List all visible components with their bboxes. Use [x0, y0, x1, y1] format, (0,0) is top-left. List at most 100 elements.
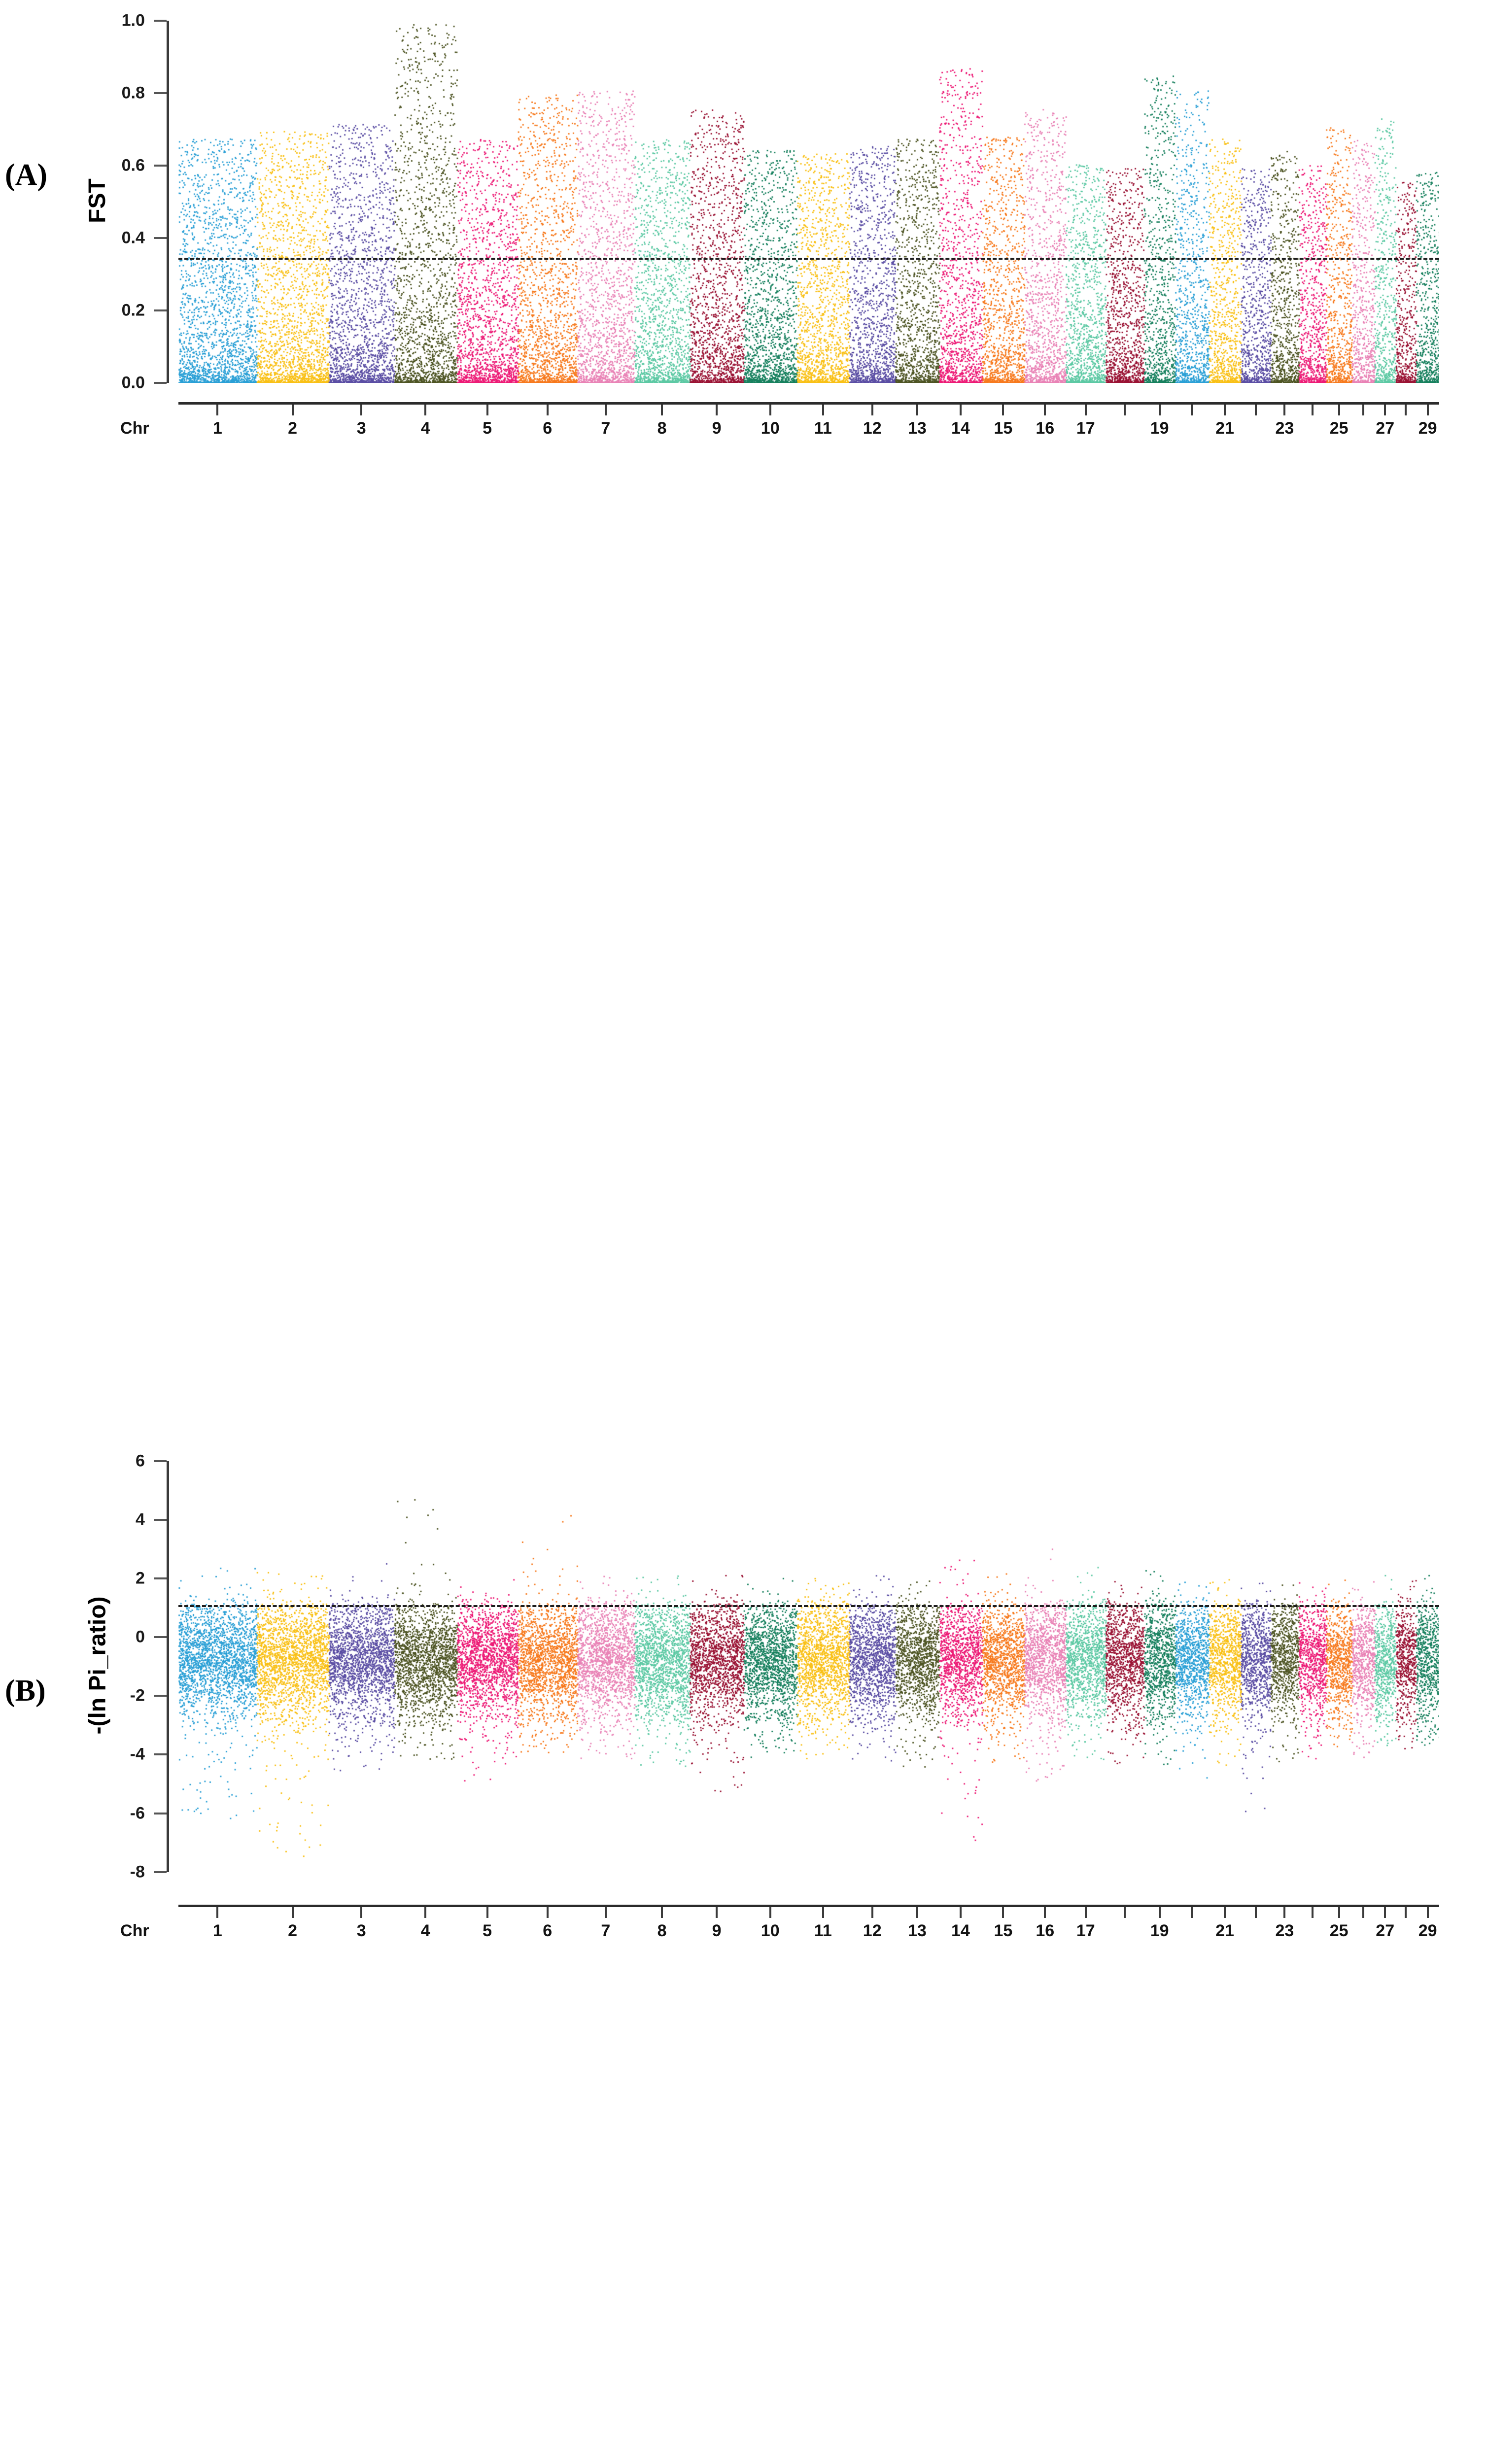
- x-axis-tick-label: 6: [543, 1921, 553, 1940]
- x-axis-tick: [1191, 1907, 1193, 1918]
- y-axis-tick-label: 0.2: [121, 301, 145, 320]
- x-axis-tick-label: 10: [761, 1921, 780, 1940]
- x-axis-tick: [769, 1907, 771, 1918]
- y-axis-tick: [153, 165, 167, 167]
- x-axis-tick: [216, 1907, 219, 1918]
- x-axis-tick-label: 16: [1036, 419, 1055, 438]
- x-axis-tick: [1311, 1907, 1314, 1918]
- x-axis-tick: [822, 1907, 824, 1918]
- y-axis-tick-label: -6: [130, 1804, 145, 1823]
- x-axis-tick-label: 6: [543, 419, 553, 438]
- x-axis-tick: [360, 1907, 363, 1918]
- x-axis-tick: [1124, 1907, 1126, 1918]
- plot-area: [178, 1461, 1440, 1872]
- y-axis: [153, 1460, 169, 1873]
- x-axis-tick: [486, 405, 488, 416]
- x-axis-tick-label: 10: [761, 419, 780, 438]
- x-axis-tick: [486, 1907, 488, 1918]
- y-axis-tick: [153, 237, 167, 240]
- x-axis: Chr 1 2 3 4 5 6 7 8 9 10 11 12 13 14 15 16 17 19 21 23 25 27 29: [120, 402, 1440, 442]
- x-axis-tick: [424, 1907, 427, 1918]
- x-axis-tick: [604, 405, 607, 416]
- x-axis-tick-label: 17: [1076, 419, 1095, 438]
- x-axis-tick-label: 21: [1215, 1921, 1234, 1940]
- y-axis-tick: [153, 382, 167, 384]
- x-axis-tick-label: 14: [951, 419, 970, 438]
- x-axis-spine: [178, 402, 1440, 405]
- x-axis-tick-label: 23: [1275, 1921, 1294, 1940]
- scatter-canvas: [178, 21, 1440, 383]
- y-axis-tick: [153, 1577, 167, 1579]
- x-axis-tick-label: 11: [814, 1921, 832, 1940]
- x-axis-tick: [1426, 405, 1429, 416]
- x-axis-tick-label: 1: [212, 1921, 222, 1940]
- x-axis-tick-label: 21: [1215, 419, 1234, 438]
- x-axis-tick: [291, 405, 294, 416]
- x-axis-tick: [769, 405, 771, 416]
- x-axis-tick: [916, 1907, 918, 1918]
- y-axis-tick-label: 2: [135, 1569, 145, 1588]
- y-axis-tick: [153, 1518, 167, 1521]
- x-axis-tick-label: 15: [994, 419, 1013, 438]
- x-axis-tick-label: 25: [1329, 1921, 1349, 1940]
- y-axis-spine: [166, 1461, 169, 1872]
- x-axis-tick: [1384, 1907, 1386, 1918]
- x-axis-tick: [1384, 405, 1386, 416]
- x-axis-tick: [1044, 405, 1046, 416]
- panel-letter: (A): [5, 158, 48, 192]
- x-axis-tick: [716, 405, 718, 416]
- x-axis-tick: [871, 405, 873, 416]
- threshold-line: [178, 258, 1440, 260]
- y-axis-tick: [153, 92, 167, 95]
- x-axis-tick-label: 14: [951, 1921, 970, 1940]
- x-axis-tick: [1158, 405, 1161, 416]
- x-axis-tick-label: 7: [601, 419, 611, 438]
- y-axis-tick-label: 0.8: [121, 83, 145, 103]
- y-axis-tick-label: 0.4: [121, 228, 145, 247]
- x-axis-tick-label: 5: [483, 419, 492, 438]
- x-axis-tick: [1084, 405, 1087, 416]
- x-axis-tick-label: 7: [601, 1921, 611, 1940]
- x-axis-tick: [1426, 1907, 1429, 1918]
- x-axis-chr-label: Chr: [120, 1921, 149, 1940]
- x-axis-tick: [604, 1907, 607, 1918]
- x-axis-tick: [1405, 1907, 1407, 1918]
- x-axis-tick-label: 12: [863, 1921, 882, 1940]
- x-axis-tick: [1362, 405, 1364, 416]
- x-axis-tick-label: 9: [712, 1921, 722, 1940]
- x-axis-tick-label: 19: [1150, 1921, 1169, 1940]
- x-axis-tick: [661, 1907, 663, 1918]
- x-axis-tick-label: 8: [657, 419, 667, 438]
- x-axis-tick: [1002, 405, 1004, 416]
- x-axis-tick-label: 4: [420, 1921, 430, 1940]
- x-axis-tick-label: 25: [1329, 419, 1349, 438]
- y-axis-tick: [153, 1871, 167, 1873]
- y-axis-tick-label: 1.0: [121, 11, 145, 30]
- x-axis-tick: [216, 405, 219, 416]
- x-axis-tick-label: 29: [1418, 1921, 1437, 1940]
- x-axis-tick: [822, 405, 824, 416]
- x-axis-tick-label: 2: [288, 1921, 298, 1940]
- x-axis-tick-label: 12: [863, 419, 882, 438]
- y-axis-tick: [153, 1636, 167, 1639]
- x-axis-tick: [1084, 1907, 1087, 1918]
- x-axis-tick: [1283, 1907, 1286, 1918]
- y-axis-tick-label: 4: [135, 1510, 145, 1529]
- x-axis-tick: [1254, 405, 1257, 416]
- x-axis-tick-label: 13: [907, 419, 927, 438]
- x-axis-tick: [546, 1907, 549, 1918]
- x-axis-tick-label: 27: [1376, 1921, 1395, 1940]
- x-axis: Chr 1 2 3 4 5 6 7 8 9 10 11 12 13 14 15 16 17 19 21 23 25 27 29: [120, 1904, 1440, 1944]
- x-axis-tick: [959, 1907, 962, 1918]
- x-axis-tick: [1044, 1907, 1046, 1918]
- x-axis-tick-label: 13: [907, 1921, 927, 1940]
- plot-area: [178, 21, 1440, 383]
- x-axis-tick: [1338, 405, 1340, 416]
- x-axis-tick: [1224, 405, 1226, 416]
- x-axis-tick: [716, 1907, 718, 1918]
- x-axis-tick: [1224, 1907, 1226, 1918]
- y-axis-tick-label: -2: [130, 1686, 145, 1705]
- y-axis-tick-label: 0: [135, 1627, 145, 1646]
- x-axis-tick-label: 11: [814, 419, 832, 438]
- x-axis-tick: [546, 405, 549, 416]
